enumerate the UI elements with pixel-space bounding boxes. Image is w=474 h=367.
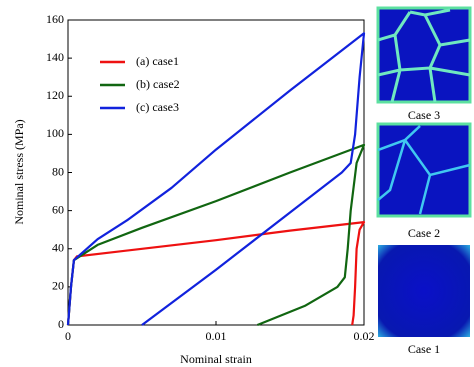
chart: Nominal strain Nominal stress (MPa) Case… [0, 0, 474, 367]
line [68, 33, 364, 325]
y-tick-label: 80 [52, 164, 64, 178]
y-tick-label: 60 [52, 202, 64, 216]
panel-case1 [378, 245, 470, 337]
y-tick-label: 0 [58, 317, 64, 331]
panel-label: Case 1 [408, 342, 440, 356]
y-tick-label: 120 [46, 88, 64, 102]
y-tick-label: 100 [46, 126, 64, 140]
y-axis-label: Nominal stress (MPa) [12, 119, 26, 224]
y-tick-label: 20 [52, 279, 64, 293]
x-tick-label: 0 [65, 329, 71, 343]
y-tick-label: 140 [46, 50, 64, 64]
panel-label: Case 3 [408, 108, 440, 122]
legend-label: (c) case3 [136, 100, 179, 114]
panel-case3 [378, 8, 470, 102]
line [68, 145, 364, 325]
y-tick-label: 160 [46, 12, 64, 26]
panel-label: Case 2 [408, 226, 440, 240]
x-tick-label: 0.02 [354, 329, 375, 343]
plot-frame [68, 20, 364, 325]
y-tick-label: 40 [52, 241, 64, 255]
x-tick-label: 0.01 [206, 329, 227, 343]
panel-case2 [378, 124, 470, 216]
line [68, 222, 364, 325]
x-axis-label: Nominal strain [180, 352, 252, 366]
legend-label: (b) case2 [136, 77, 180, 91]
legend-label: (a) case1 [136, 54, 179, 68]
